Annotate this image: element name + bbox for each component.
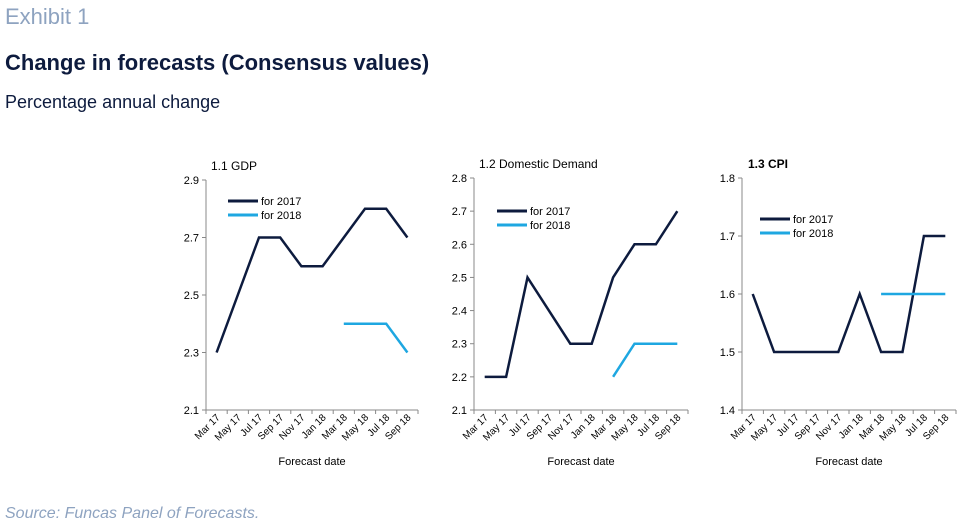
exhibit-label: Exhibit 1 [5,4,90,29]
y-tick-label: 2.4 [452,306,467,318]
y-tick-label: 1.4 [720,405,735,417]
series-line-for-2018 [612,342,678,378]
chart-title: 1.2 Domestic Demand [479,157,598,171]
series-line-for-2017 [215,207,409,353]
chart-title: 1.3 CPI [748,157,788,171]
y-tick-label: 2.5 [184,290,199,302]
page-title: Change in forecasts (Consensus values) [5,50,430,75]
y-tick-label: 2.2 [452,372,467,384]
legend-label: for 2017 [793,214,833,226]
y-tick-label: 2.6 [452,239,467,251]
legend-label: for 2018 [793,228,833,240]
chart-title: 1.1 GDP [211,159,257,173]
y-tick-label: 1.5 [720,347,735,359]
y-tick-label: 2.3 [184,348,199,360]
chart-2: 1.2 Domestic Demand 2.1 2.2 2.3 2.4 2.5 2.6 2.7… [452,157,689,468]
y-tick-label: 1.6 [720,289,735,301]
y-tick-label: 2.3 [452,339,467,351]
legend-label: for 2017 [530,206,570,218]
y-tick-label: 2.7 [452,206,467,218]
x-axis-label: Forecast date [547,456,614,468]
y-tick-label: 2.9 [184,175,199,187]
y-tick-label: 1.8 [720,173,735,185]
page-subtitle: Percentage annual change [5,92,221,112]
source-note: Source: Funcas Panel of Forecasts. [5,505,260,522]
legend-label: for 2018 [261,210,301,222]
y-tick-label: 1.7 [720,231,735,243]
y-tick-label: 2.1 [184,405,199,417]
x-axis-label: Forecast date [815,456,882,468]
y-tick-label: 2.8 [452,173,467,185]
legend-label: for 2017 [261,196,301,208]
series-line-for-2017 [484,210,679,379]
y-tick-label: 2.1 [452,405,467,417]
y-tick-label: 2.7 [184,233,199,245]
series-line-for-2018 [343,322,409,354]
x-axis-label: Forecast date [278,456,345,468]
legend-label: for 2018 [530,220,570,232]
y-tick-label: 2.5 [452,272,467,284]
